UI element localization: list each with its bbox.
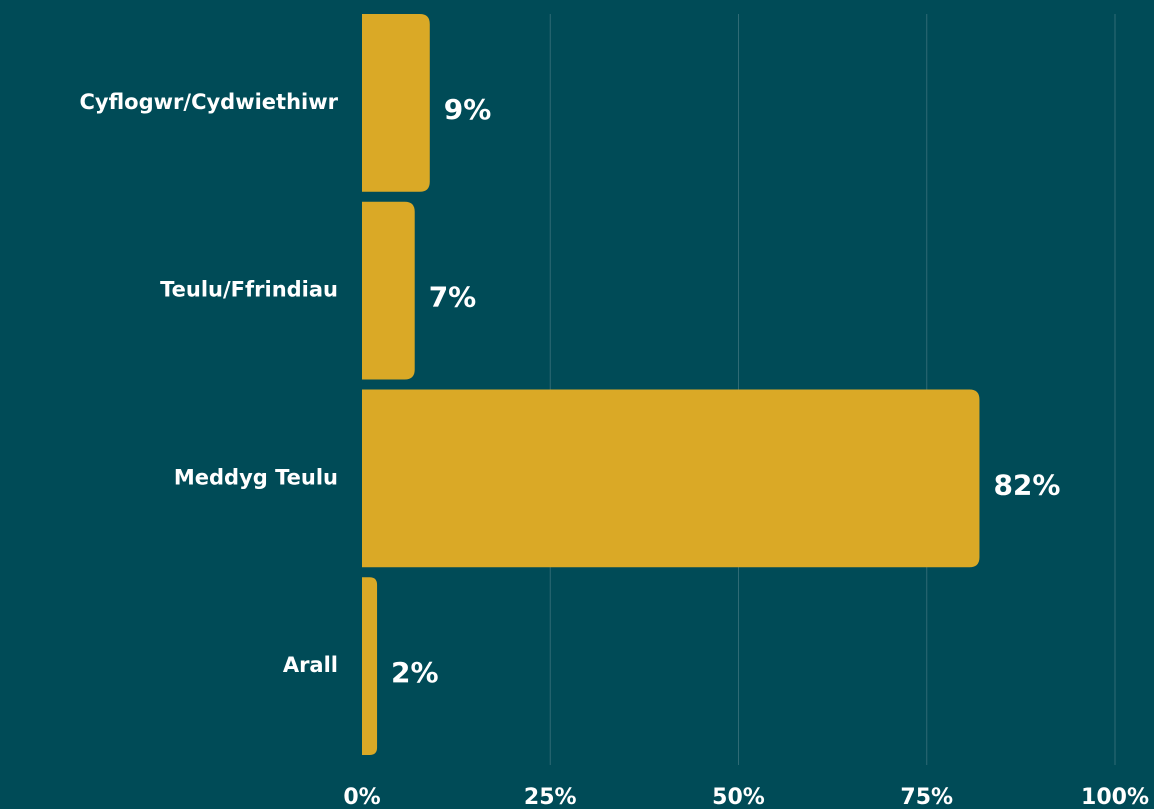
- bar: [362, 14, 430, 192]
- x-tick-label: 100%: [1081, 785, 1149, 809]
- y-tick-label: Teulu/Ffrindiau: [160, 278, 338, 302]
- value-label: 7%: [429, 281, 477, 314]
- x-tick-label: 50%: [712, 785, 765, 809]
- value-label: 2%: [391, 656, 439, 689]
- y-tick-label: Meddyg Teulu: [174, 465, 338, 489]
- bar: [362, 389, 980, 568]
- bar: [362, 577, 378, 755]
- y-tick-label: Cyflogwr/Cydwiethiwr: [80, 90, 339, 114]
- value-label: 82%: [993, 468, 1060, 501]
- x-tick-label: 25%: [524, 785, 577, 809]
- value-label: 9%: [444, 93, 492, 126]
- x-tick-label: 75%: [900, 785, 953, 809]
- bar: [362, 201, 415, 380]
- x-tick-label: 0%: [343, 785, 380, 809]
- y-tick-label: Arall: [283, 653, 338, 677]
